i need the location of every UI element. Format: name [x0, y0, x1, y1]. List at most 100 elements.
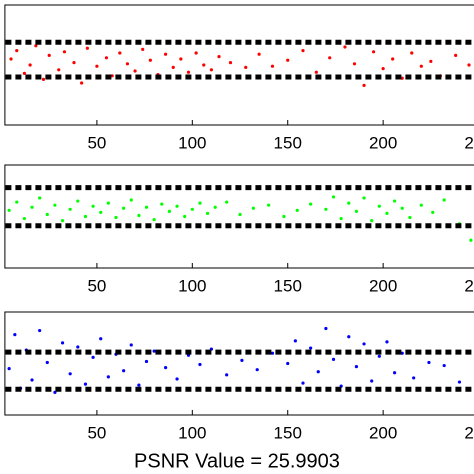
x-tick-label: 100: [178, 276, 206, 295]
point: [171, 65, 175, 69]
point: [122, 206, 126, 210]
point: [205, 211, 210, 216]
point: [152, 349, 156, 353]
point: [45, 360, 49, 365]
point: [76, 199, 80, 203]
point: [371, 50, 376, 54]
x-tick-label: 150: [274, 276, 302, 295]
x-tick-label: 250: [464, 133, 474, 152]
point: [419, 203, 423, 207]
point: [442, 363, 446, 368]
point: [457, 380, 462, 384]
point: [7, 367, 11, 371]
point: [68, 207, 72, 211]
point: [15, 49, 19, 53]
point: [114, 215, 118, 220]
point: [22, 71, 26, 75]
point: [467, 63, 471, 67]
point: [62, 50, 67, 54]
point: [7, 208, 11, 212]
point: [213, 205, 217, 209]
point: [331, 195, 336, 199]
point: [144, 205, 149, 209]
point: [91, 204, 95, 208]
point: [301, 381, 305, 385]
point: [270, 351, 275, 355]
point: [282, 214, 286, 219]
point: [225, 373, 229, 377]
point: [354, 364, 359, 369]
point: [129, 198, 133, 202]
point: [38, 196, 42, 200]
point: [186, 70, 191, 74]
axes-box: [4, 164, 474, 269]
point: [429, 59, 433, 64]
point: [293, 339, 297, 343]
point: [385, 211, 389, 216]
point: [408, 215, 412, 220]
point: [228, 61, 233, 65]
point: [377, 204, 381, 208]
point: [148, 58, 152, 62]
point: [431, 210, 435, 214]
point: [362, 196, 366, 200]
point: [45, 212, 49, 217]
x-tick-label: 250: [464, 276, 474, 295]
point: [331, 357, 336, 361]
point: [72, 61, 76, 65]
point: [295, 208, 299, 212]
point: [202, 63, 206, 67]
point: [28, 63, 32, 67]
point: [328, 56, 332, 60]
point: [324, 326, 328, 331]
point: [137, 383, 141, 387]
point: [53, 203, 57, 207]
point: [183, 214, 187, 219]
x-axis-label: PSNR Value = 25.9903: [134, 450, 340, 472]
point: [41, 77, 46, 81]
point: [80, 81, 84, 85]
point: [175, 204, 179, 208]
point: [343, 45, 347, 49]
point: [133, 69, 137, 73]
point: [255, 368, 259, 372]
point: [381, 67, 385, 71]
point: [34, 44, 38, 48]
x-tick-label: 50: [87, 276, 106, 295]
x-tick-label: 200: [369, 423, 397, 442]
x-tick-label: 50: [87, 423, 106, 442]
point: [412, 376, 416, 380]
point: [85, 46, 89, 50]
point: [324, 207, 328, 211]
x-tick-label: 50: [87, 133, 106, 152]
point: [314, 70, 318, 74]
point: [30, 378, 34, 382]
point: [400, 351, 404, 355]
point: [347, 335, 351, 339]
point: [95, 64, 99, 68]
point: [362, 83, 366, 87]
point: [354, 209, 359, 213]
x-tick-label: 100: [178, 133, 206, 152]
x-tick-label: 100: [178, 423, 206, 442]
point: [68, 372, 72, 376]
point: [209, 68, 213, 72]
point: [198, 201, 202, 205]
point: [22, 216, 26, 221]
point: [225, 200, 229, 204]
point: [125, 62, 130, 66]
x-tick-label: 150: [274, 133, 302, 152]
point: [164, 366, 168, 370]
point: [309, 202, 313, 206]
point: [391, 57, 395, 61]
point: [30, 205, 34, 209]
point: [419, 64, 423, 68]
point: [194, 51, 198, 55]
point: [217, 55, 221, 59]
axes-box: [4, 4, 474, 126]
point: [167, 209, 172, 213]
point: [392, 199, 397, 203]
point: [469, 238, 473, 242]
point: [240, 358, 244, 363]
point: [370, 219, 374, 223]
